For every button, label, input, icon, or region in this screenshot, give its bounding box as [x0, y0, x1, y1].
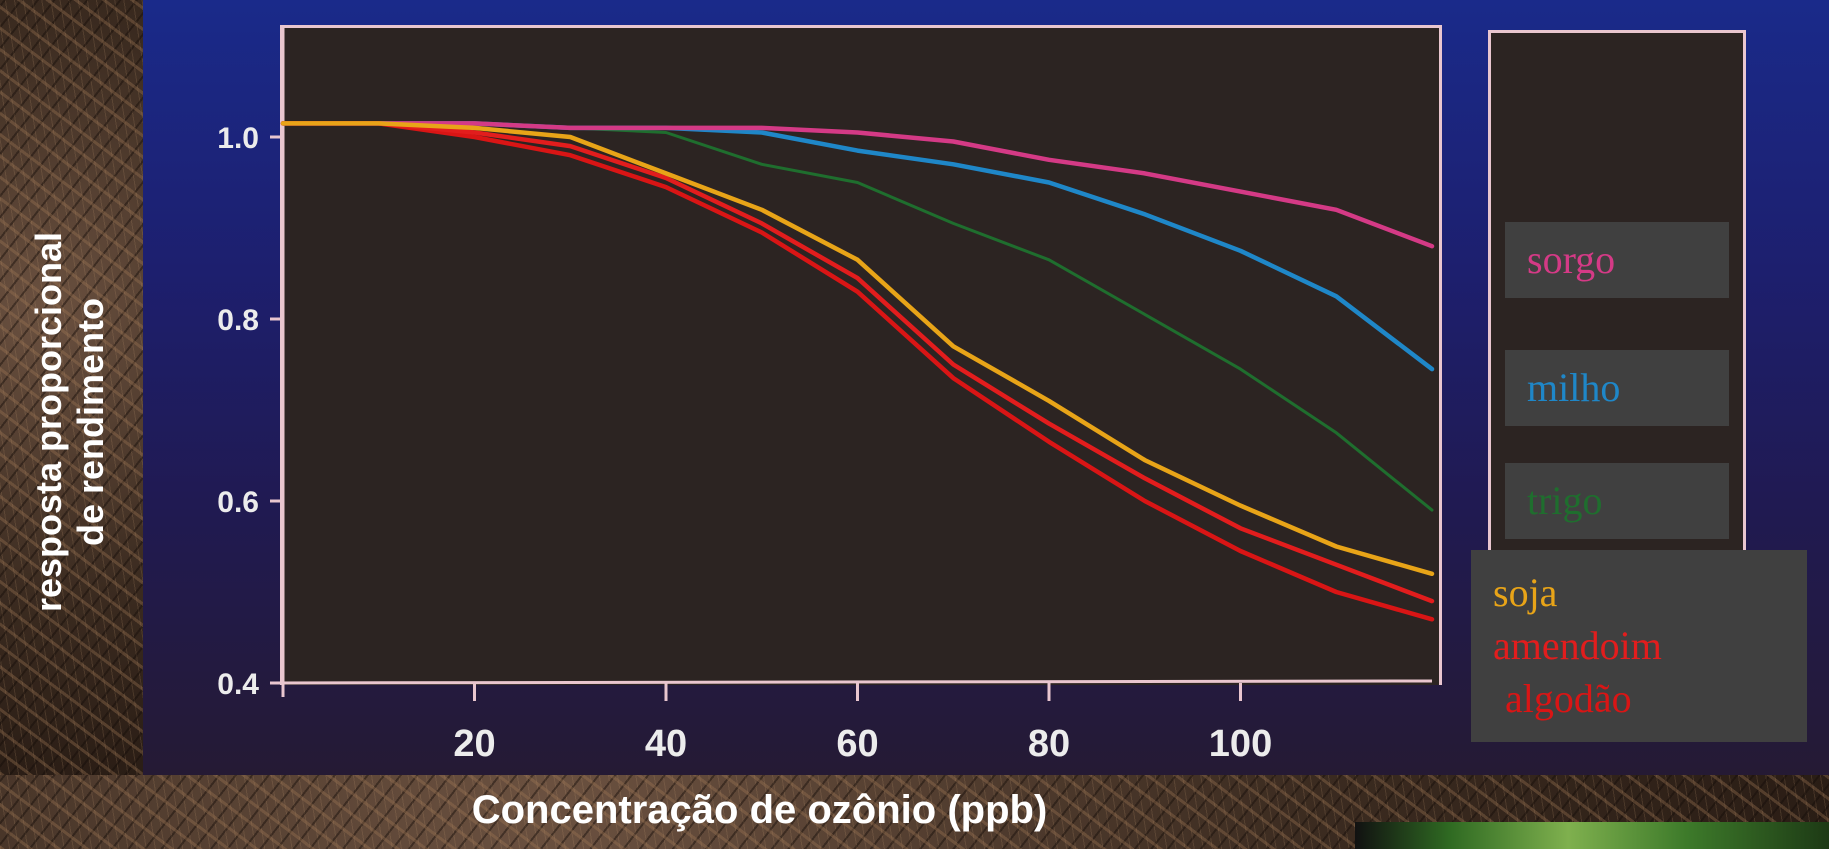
x-axis-title-text: Concentração de ozônio (ppb)	[471, 788, 1048, 832]
tick-labels: 0.4 0.6 0.8 1.0 20 40 60 80 100	[217, 122, 1272, 765]
legend-label-milho: milho	[1527, 365, 1621, 410]
legend-label-amendoim: amendoim	[1493, 623, 1662, 668]
x-tick-label: 80	[1028, 723, 1070, 765]
y-axis-title: resposta proporcional de rendimento	[28, 122, 112, 722]
legend-item-milho: milho	[1505, 350, 1729, 426]
legend-group-soja-amendoim-algodao: soja amendoim algodão	[1471, 550, 1807, 742]
y-axis-title-line-1: resposta proporcional	[28, 231, 69, 613]
series-line-soja	[280, 121, 1435, 577]
legend-label-algodao: algodão	[1505, 676, 1632, 721]
legend-label-sorgo: sorgo	[1527, 237, 1616, 282]
x-tick-label: 100	[1209, 723, 1272, 765]
marble-background-left	[0, 0, 143, 775]
x-tick-label: 60	[836, 723, 878, 765]
series-line-milho	[280, 121, 1435, 372]
series-line-trigo	[281, 121, 1434, 512]
x-tick-label: 40	[645, 723, 687, 765]
legend-label-trigo: trigo	[1527, 478, 1603, 523]
y-axis-title-line-2: de rendimento	[70, 297, 111, 547]
y-tick-label: 1.0	[217, 122, 259, 155]
legend-item-sorgo: sorgo	[1505, 222, 1729, 298]
y-tick-label: 0.6	[217, 486, 259, 519]
y-tick-label: 0.4	[217, 668, 259, 701]
series-line-algodao	[280, 121, 1435, 622]
plant-photo	[1355, 822, 1829, 849]
x-axis-line	[269, 679, 1433, 685]
series-lines	[280, 121, 1435, 622]
series-line-amendoim	[280, 121, 1435, 604]
legend-label-soja: soja	[1493, 570, 1558, 615]
series-line-sorgo	[280, 121, 1435, 249]
y-tick-label: 0.8	[217, 304, 259, 337]
chart-axes	[269, 28, 1433, 701]
x-tick-label: 20	[453, 723, 495, 765]
legend-item-trigo: trigo	[1505, 463, 1729, 539]
x-axis-title: Concentração de ozônio (ppb)	[0, 788, 1829, 833]
